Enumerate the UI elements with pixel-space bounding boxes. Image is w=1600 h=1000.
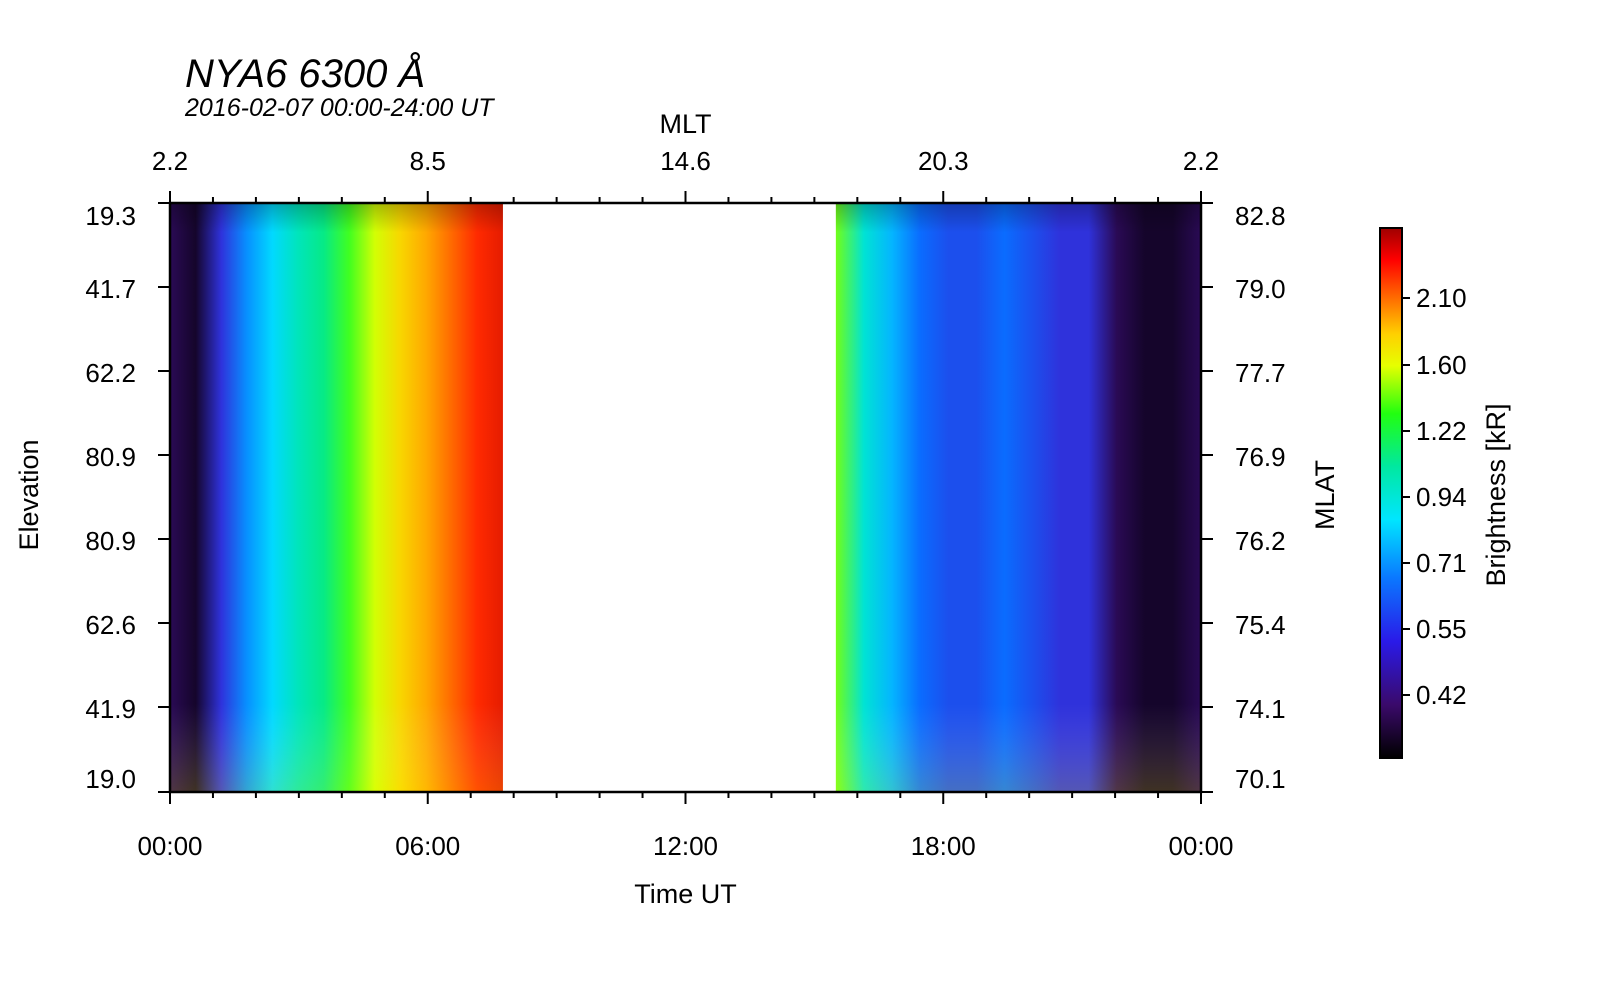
right-tick-label: 75.4 xyxy=(1235,610,1286,640)
left-tick-label: 19.3 xyxy=(85,201,136,231)
right-axis: 82.8 79.0 77.7 76.9 76.2 75.4 74.1 70.1 … xyxy=(1235,201,1340,794)
x-axis: 00:00 06:00 12:00 18:00 00:00 Time UT xyxy=(137,831,1233,909)
top-tick-label: 8.5 xyxy=(410,146,446,176)
right-tick-label: 76.2 xyxy=(1235,526,1286,556)
colorbar-tick-label: 0.55 xyxy=(1416,614,1467,644)
left-tick-label: 80.9 xyxy=(85,526,136,556)
colorbar: 2.10 1.60 1.22 0.94 0.71 0.55 0.42 Brigh… xyxy=(1379,227,1511,759)
chart-title: NYA6 6300 Å xyxy=(185,51,425,96)
x-tick-label: 12:00 xyxy=(653,831,718,861)
x-tick-label: 18:00 xyxy=(911,831,976,861)
top-axis: MLT 2.2 8.5 14.6 20.3 2.2 xyxy=(152,109,1219,176)
x-axis-label: Time UT xyxy=(634,879,737,909)
heatmap-segment-pre-gap-shade xyxy=(170,203,503,792)
chart-subtitle: 2016-02-07 00:00-24:00 UT xyxy=(184,94,495,122)
x-tick-label: 00:00 xyxy=(1168,831,1233,861)
colorbar-label: Brightness [kR] xyxy=(1481,403,1511,586)
axis-tick-marks xyxy=(158,191,1213,804)
right-tick-label: 70.1 xyxy=(1235,764,1286,794)
colorbar-tick-label: 1.22 xyxy=(1416,416,1467,446)
colorbar-tick-label: 0.94 xyxy=(1416,482,1467,512)
top-axis-label: MLT xyxy=(660,109,712,139)
right-axis-label: MLAT xyxy=(1310,460,1340,530)
x-tick-label: 06:00 xyxy=(395,831,460,861)
heatmap-segment-post-gap-shade xyxy=(835,203,1201,792)
heatmap-data xyxy=(170,203,1201,792)
right-tick-label: 82.8 xyxy=(1235,201,1286,231)
top-tick-label: 2.2 xyxy=(152,146,188,176)
right-tick-label: 77.7 xyxy=(1235,358,1286,388)
colorbar-fill xyxy=(1379,227,1403,759)
right-tick-label: 74.1 xyxy=(1235,694,1286,724)
top-tick-label: 20.3 xyxy=(918,146,969,176)
top-tick-label: 2.2 xyxy=(1183,146,1219,176)
colorbar-ticks xyxy=(1402,297,1410,696)
left-tick-label: 80.9 xyxy=(85,442,136,472)
right-tick-label: 79.0 xyxy=(1235,274,1286,304)
left-tick-label: 41.7 xyxy=(85,274,136,304)
left-tick-label: 62.6 xyxy=(85,610,136,640)
left-tick-label: 62.2 xyxy=(85,358,136,388)
right-tick-label: 76.9 xyxy=(1235,442,1286,472)
x-tick-label: 00:00 xyxy=(137,831,202,861)
top-tick-label: 14.6 xyxy=(660,146,711,176)
left-axis: 19.3 41.7 62.2 80.9 80.9 62.6 41.9 19.0 … xyxy=(14,201,136,794)
colorbar-tick-label: 0.42 xyxy=(1416,680,1467,710)
left-axis-label: Elevation xyxy=(14,439,44,550)
colorbar-tick-label: 1.60 xyxy=(1416,350,1467,380)
colorbar-tick-label: 0.71 xyxy=(1416,548,1467,578)
left-tick-label: 19.0 xyxy=(85,764,136,794)
colorbar-tick-label: 2.10 xyxy=(1416,283,1467,313)
left-tick-label: 41.9 xyxy=(85,694,136,724)
